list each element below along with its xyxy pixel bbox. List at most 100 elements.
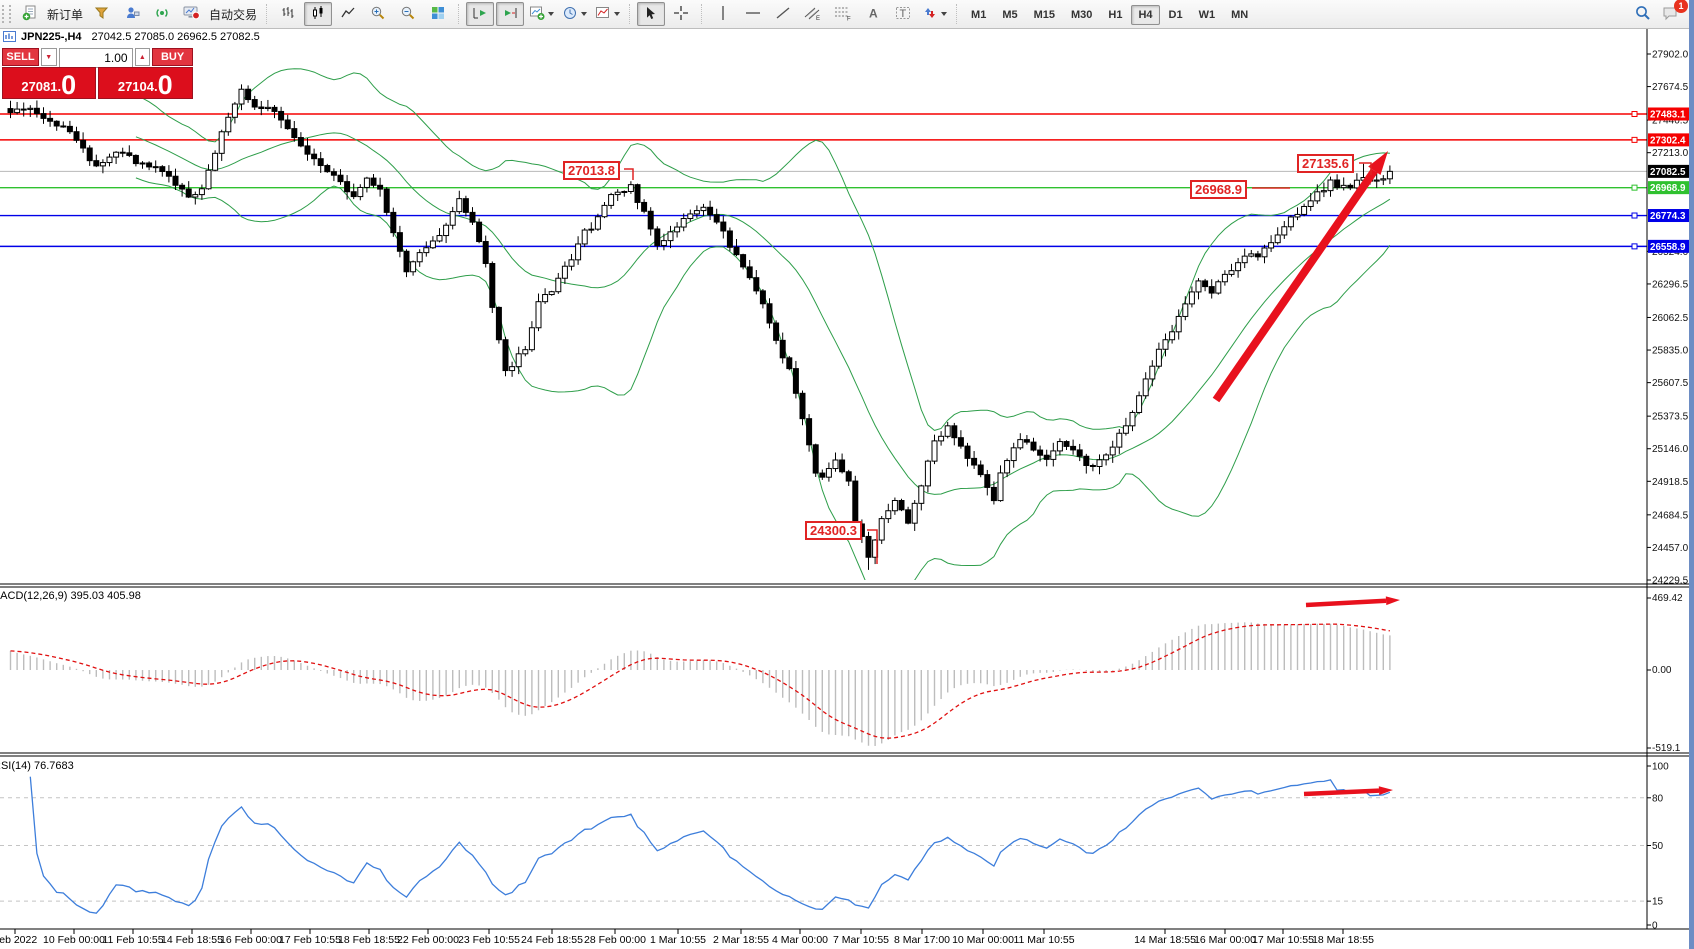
label-tool[interactable]: T <box>889 2 917 26</box>
time-tick-label[interactable]: Feb 2022 <box>0 934 37 946</box>
candle-body <box>1149 365 1156 380</box>
rsi-arrow-head <box>1378 786 1393 795</box>
time-tick-label[interactable]: 10 Mar 00:00 <box>952 934 1014 946</box>
line-handle[interactable] <box>1631 136 1638 143</box>
volume-decrease-button[interactable]: ▼ <box>40 48 57 66</box>
toolbar-grip[interactable] <box>2 5 11 23</box>
time-tick-label[interactable]: 16 Mar 00:00 <box>1194 934 1256 946</box>
volume-input[interactable] <box>58 48 133 68</box>
candle-body <box>509 366 516 372</box>
price-annotation[interactable]: 27013.8 <box>563 161 620 180</box>
funnel-button[interactable] <box>88 2 116 26</box>
candlestick-chart-button[interactable] <box>304 2 333 26</box>
bar-chart-button[interactable] <box>274 2 302 26</box>
time-tick-label[interactable]: 14 Mar 18:55 <box>1134 934 1196 946</box>
new-order-button[interactable] <box>16 2 44 26</box>
buy-button[interactable]: BUY <box>152 48 193 66</box>
tf-button-M1[interactable]: M1 <box>971 9 987 21</box>
zoom-in-button[interactable] <box>364 2 392 26</box>
candle-body <box>984 474 991 488</box>
notifications-button[interactable]: 1 <box>1662 0 1688 24</box>
volume-increase-button[interactable]: ▲ <box>134 48 151 66</box>
autotrading-label[interactable]: 自动交易 <box>209 7 258 22</box>
ask-price-panel[interactable]: 27104. 0 <box>97 67 193 99</box>
rsi-arrow[interactable] <box>1303 786 1393 797</box>
vertical-line-tool[interactable] <box>709 2 737 26</box>
tf-button-W1[interactable]: W1 <box>1198 9 1216 21</box>
tf-button-D1[interactable]: D1 <box>1168 9 1183 21</box>
bid-price-panel[interactable]: 27081. 0 <box>2 67 96 99</box>
price-badge-label: 26968.9 <box>1650 183 1686 194</box>
time-tick-label[interactable]: 8 Mar 17:00 <box>894 934 950 946</box>
time-tick-label[interactable]: 17 Feb 10:55 <box>279 934 341 946</box>
line-chart-button[interactable] <box>334 2 362 26</box>
toolbar-separator <box>266 4 268 24</box>
candle-body <box>1010 447 1017 462</box>
candle-body <box>317 158 324 167</box>
time-tick-label[interactable]: 22 Feb 00:00 <box>397 934 459 946</box>
zoom-out-button[interactable] <box>394 2 422 26</box>
candle-body <box>1320 190 1327 193</box>
time-tick-label[interactable]: 11 Mar 10:55 <box>1013 934 1074 946</box>
autoscroll-button[interactable] <box>466 2 495 26</box>
line-handle[interactable] <box>1631 212 1638 219</box>
cursor-button[interactable] <box>637 2 666 26</box>
time-tick-label[interactable]: 23 Feb 10:55 <box>458 934 520 946</box>
chart-shift-button[interactable] <box>496 2 525 26</box>
time-tick-label[interactable]: 4 Mar 00:00 <box>772 934 828 946</box>
time-tick-label[interactable]: 10 Feb 00:00 <box>43 934 105 946</box>
metaeditor-button[interactable] <box>118 2 146 26</box>
templates-dropdown[interactable] <box>592 2 623 26</box>
new-order-label[interactable]: 新订单 <box>47 7 84 22</box>
tile-windows-button[interactable] <box>424 2 452 26</box>
horizontal-line-tool[interactable] <box>739 2 767 26</box>
profiles-dropdown[interactable] <box>559 2 590 26</box>
candle-body <box>542 294 549 303</box>
price-annotation[interactable]: 27135.6 <box>1297 154 1354 173</box>
candle-body <box>1307 200 1314 207</box>
tf-button-M15[interactable]: M15 <box>1033 9 1055 21</box>
time-tick-label[interactable]: 2 Mar 18:55 <box>713 934 769 946</box>
price-annotation[interactable]: 26968.9 <box>1190 180 1247 199</box>
fibonacci-tool[interactable]: F <box>829 2 857 26</box>
time-tick-label[interactable]: 16 Feb 00:00 <box>220 934 282 946</box>
text-label-icon: T <box>895 5 911 24</box>
channel-tool[interactable]: E <box>799 2 827 26</box>
time-tick-label[interactable]: 17 Mar 10:55 <box>1252 934 1314 946</box>
autotrading-button[interactable] <box>178 2 206 26</box>
candlestick-chart-icon <box>310 5 326 24</box>
line-handle[interactable] <box>1631 243 1638 250</box>
crosshair-button[interactable] <box>667 2 695 26</box>
time-tick-label[interactable]: 1 Mar 10:55 <box>650 934 706 946</box>
tf-button-M5[interactable]: M5 <box>1002 9 1018 21</box>
time-tick-label[interactable]: 14 Feb 18:55 <box>161 934 223 946</box>
tf-button-H4[interactable]: H4 <box>1131 5 1160 25</box>
macd-arrow[interactable] <box>1305 596 1400 608</box>
tf-button-H1[interactable]: H1 <box>1108 9 1123 21</box>
search-icon[interactable] <box>1634 4 1652 25</box>
trend-arrow[interactable] <box>1212 151 1388 403</box>
signals-button[interactable] <box>148 2 176 26</box>
arrows-tool[interactable] <box>919 2 950 26</box>
time-tick-label[interactable]: 18 Mar 18:55 <box>1312 934 1374 946</box>
tf-button-MN[interactable]: MN <box>1231 9 1249 21</box>
sell-button[interactable]: SELL <box>2 48 39 66</box>
price-annotation[interactable]: 24300.3 <box>805 521 862 540</box>
time-tick-label[interactable]: 18 Feb 18:55 <box>338 934 400 946</box>
tf-button-M30[interactable]: M30 <box>1071 9 1093 21</box>
time-tick-label[interactable]: 28 Feb 00:00 <box>584 934 646 946</box>
candle-body <box>429 240 436 249</box>
candle-body <box>1215 281 1222 294</box>
chart-window-title: JPN225-,H4 27042.5 27085.0 26962.5 27082… <box>3 31 260 43</box>
line-handle[interactable] <box>1631 110 1638 117</box>
new-chart-dropdown[interactable] <box>526 2 557 26</box>
candle-body <box>898 500 905 511</box>
line-handle[interactable] <box>1631 184 1638 191</box>
time-tick-label[interactable]: 24 Feb 18:55 <box>521 934 583 946</box>
time-tick-label[interactable]: 11 Feb 10:55 <box>102 934 163 946</box>
candle-body <box>1254 253 1261 258</box>
text-tool[interactable]: A <box>859 2 887 26</box>
trendline-tool[interactable] <box>769 2 797 26</box>
candle-body <box>971 457 978 466</box>
time-tick-label[interactable]: 7 Mar 10:55 <box>833 934 889 946</box>
